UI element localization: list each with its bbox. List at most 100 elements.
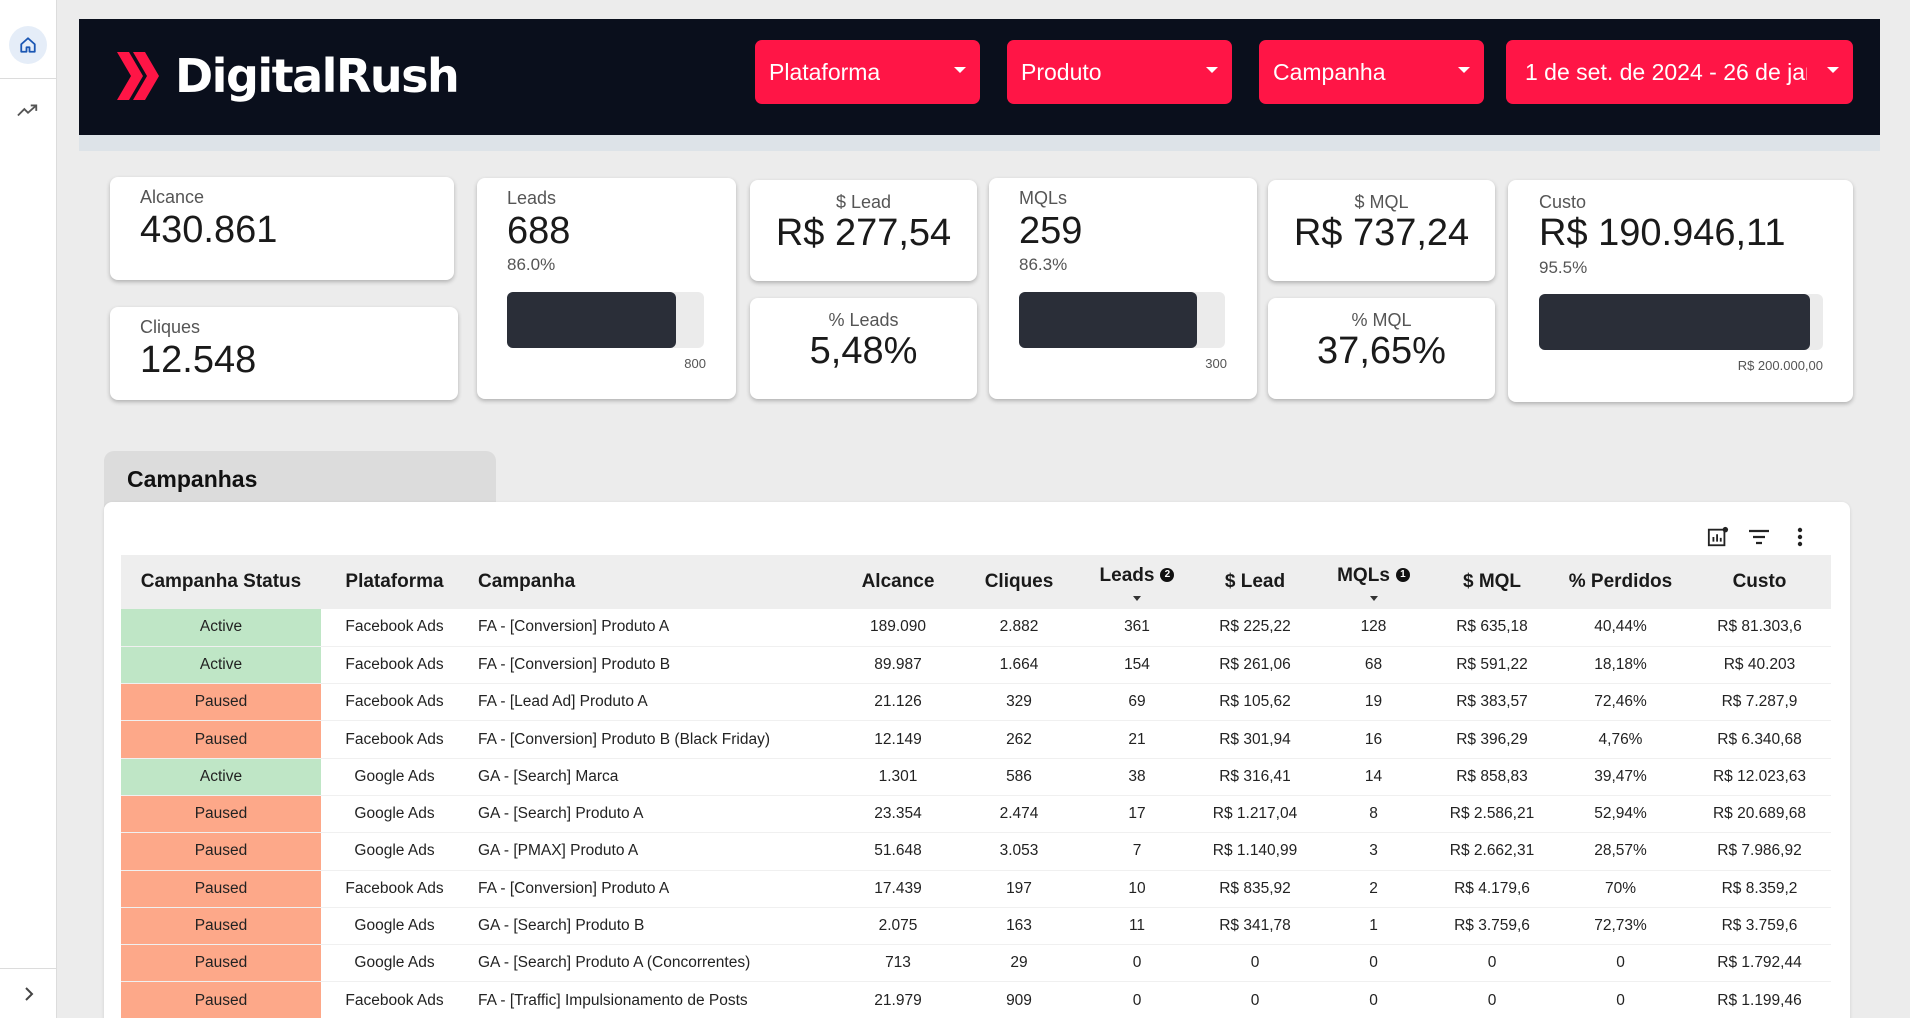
- kpi-value: 12.548: [140, 339, 257, 381]
- leads-cell: 10: [1080, 870, 1194, 908]
- kpi-percent: 86.0%: [507, 255, 556, 274]
- kpi-value: R$ 277,54: [775, 212, 952, 254]
- table-row[interactable]: Paused Google Ads GA - [PMAX] Produto A 51.…: [121, 832, 1831, 871]
- column-header-mqls[interactable]: MQLs 1: [1316, 555, 1431, 609]
- filter-icon[interactable]: [1746, 524, 1772, 550]
- column-header[interactable]: $ MQL: [1462, 571, 1522, 592]
- plataforma-cell: Google Ads: [321, 944, 468, 983]
- mqls-cell: 19: [1316, 683, 1431, 722]
- filter-campanha[interactable]: Campanha: [1259, 40, 1484, 104]
- mql-cost-cell: R$ 635,18: [1431, 609, 1553, 647]
- custo-cell: R$ 20.689,68: [1688, 795, 1831, 834]
- dashboard-header: DigitalRush Plataforma Produto Campanha …: [79, 19, 1880, 135]
- kpi-mqls: MQLs 259 86.3% 300: [989, 178, 1257, 399]
- custo-cell: R$ 1.792,44: [1688, 944, 1831, 983]
- alcance-cell: 21.126: [838, 683, 958, 722]
- sort-desc-icon: [1369, 596, 1378, 601]
- custo-cell: R$ 12.023,63: [1688, 758, 1831, 796]
- cliques-cell: 586: [958, 758, 1080, 796]
- table-row[interactable]: Paused Facebook Ads FA - [Conversion] Prod…: [121, 870, 1831, 908]
- plataforma-cell: Facebook Ads: [321, 720, 468, 759]
- custo-cell: R$ 6.340,68: [1688, 720, 1831, 759]
- perdidos-cell: 28,57%: [1553, 832, 1688, 871]
- campanhas-tab: Campanhas: [104, 451, 496, 507]
- more-vert-icon[interactable]: [1787, 524, 1813, 550]
- custo-cell: R$ 40.203: [1688, 646, 1831, 685]
- mqls-cell: 8: [1316, 795, 1431, 834]
- kpi-label: $ Lead: [835, 192, 892, 212]
- perdidos-cell: 0: [1553, 981, 1688, 1018]
- kpi-label: % Leads: [828, 310, 899, 330]
- home-icon[interactable]: [9, 26, 47, 64]
- column-header[interactable]: Campanha Status: [140, 571, 302, 592]
- campanha-cell: GA - [PMAX] Produto A: [468, 832, 838, 871]
- column-header-leads[interactable]: Leads 2: [1080, 555, 1194, 609]
- status-cell: Paused: [121, 683, 321, 722]
- kpi-value: R$ 737,24: [1293, 212, 1470, 254]
- kpi-value: 259: [1019, 210, 1083, 252]
- progress-track: [1019, 292, 1225, 348]
- chart-settings-icon[interactable]: [1705, 524, 1731, 550]
- kpi-label: Cliques: [140, 317, 201, 337]
- kpi-alcance: Alcance 430.861: [110, 177, 454, 280]
- cliques-cell: 3.053: [958, 832, 1080, 871]
- filter-label: Campanha: [1273, 58, 1386, 85]
- table-row[interactable]: Paused Facebook Ads FA - [Traffic] Impulsi…: [121, 981, 1831, 1018]
- plataforma-cell: Google Ads: [321, 795, 468, 834]
- table-row[interactable]: Active Facebook Ads FA - [Conversion] Prod…: [121, 609, 1831, 647]
- lead-cost-cell: R$ 105,62: [1194, 683, 1316, 722]
- column-header[interactable]: $ Lead: [1224, 571, 1286, 592]
- kpi-cost-per-lead: $ Lead R$ 277,54: [750, 180, 977, 281]
- status-cell: Active: [121, 646, 321, 685]
- trending-up-icon[interactable]: [14, 98, 42, 122]
- plataforma-cell: Facebook Ads: [321, 646, 468, 685]
- campanha-cell: FA - [Traffic] Impulsionamento de Posts: [468, 981, 838, 1018]
- kpi-value: 688: [507, 210, 571, 252]
- table-row[interactable]: Paused Facebook Ads FA - [Conversion] Prod…: [121, 720, 1831, 759]
- kpi-leads: Leads 688 86.0% 800: [477, 178, 736, 399]
- plataforma-cell: Facebook Ads: [321, 609, 468, 647]
- table-row[interactable]: Active Facebook Ads FA - [Conversion] Prod…: [121, 646, 1831, 685]
- dropdown-caret-icon: [1827, 67, 1839, 73]
- filter-date-range[interactable]: 1 de set. de 2024 - 26 de jan. de 2025: [1506, 40, 1853, 104]
- logo-text: DigitalRush: [175, 49, 460, 103]
- perdidos-cell: 39,47%: [1553, 758, 1688, 796]
- column-header[interactable]: Campanha: [478, 571, 576, 592]
- lead-cost-cell: R$ 316,41: [1194, 758, 1316, 796]
- filter-produto[interactable]: Produto: [1007, 40, 1232, 104]
- filter-plataforma[interactable]: Plataforma: [755, 40, 980, 104]
- table-row[interactable]: Paused Google Ads GA - [Search] Produto A …: [121, 944, 1831, 983]
- column-header[interactable]: Alcance: [861, 571, 935, 592]
- column-header[interactable]: Plataforma: [345, 571, 444, 592]
- campanha-cell: GA - [Search] Produto A: [468, 795, 838, 834]
- leads-cell: 154: [1080, 646, 1194, 685]
- perdidos-cell: 40,44%: [1553, 609, 1688, 647]
- perdidos-cell: 4,76%: [1553, 720, 1688, 759]
- alcance-cell: 21.979: [838, 981, 958, 1018]
- status-cell: Paused: [121, 720, 321, 759]
- rail-divider: [0, 78, 57, 79]
- plataforma-cell: Google Ads: [321, 758, 468, 796]
- table-row[interactable]: Paused Facebook Ads FA - [Lead Ad] Produto…: [121, 683, 1831, 722]
- custo-cell: R$ 3.759,6: [1688, 907, 1831, 946]
- dropdown-caret-icon: [1206, 67, 1218, 73]
- mqls-cell: 1: [1316, 907, 1431, 946]
- mql-cost-cell: R$ 4.179,6: [1431, 870, 1553, 908]
- mql-cost-cell: R$ 396,29: [1431, 720, 1553, 759]
- mqls-cell: 128: [1316, 609, 1431, 647]
- column-header[interactable]: Cliques: [984, 571, 1054, 592]
- kpi-pct-leads: % Leads 5,48%: [750, 298, 977, 399]
- campanha-cell: FA - [Conversion] Produto B: [468, 646, 838, 685]
- kpi-label: Leads: [507, 188, 557, 208]
- leads-cell: 38: [1080, 758, 1194, 796]
- rail-divider: [0, 968, 57, 969]
- table-row[interactable]: Active Google Ads GA - [Search] Marca 1.301…: [121, 758, 1831, 796]
- column-header[interactable]: % Perdidos: [1568, 571, 1673, 592]
- column-header[interactable]: Custo: [1732, 571, 1787, 592]
- header-shadow: [79, 135, 1880, 151]
- leads-cell: 21: [1080, 720, 1194, 759]
- perdidos-cell: 72,46%: [1553, 683, 1688, 722]
- chevron-right-icon[interactable]: [17, 982, 41, 1006]
